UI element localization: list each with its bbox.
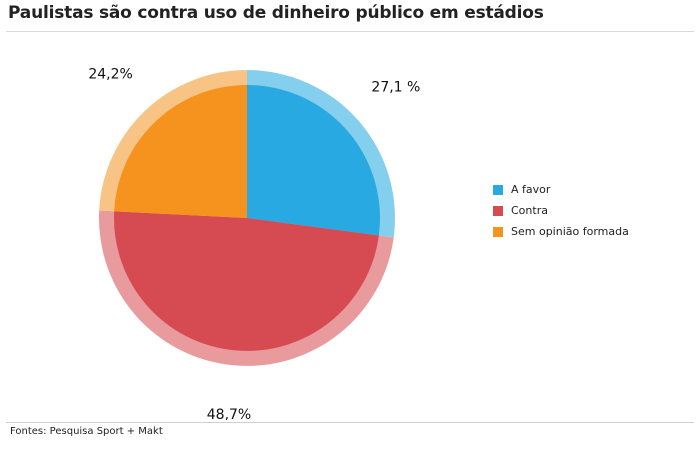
data-label-sem-opiniao: 24,2% bbox=[88, 67, 132, 83]
legend-swatch-a-favor bbox=[493, 184, 503, 195]
pie-slice-sem-opiniao bbox=[114, 85, 247, 218]
title-divider bbox=[6, 31, 694, 32]
legend-swatch-contra bbox=[493, 205, 503, 216]
legend-item-a-favor: A favor bbox=[493, 179, 629, 200]
chart-title: Paulistas são contra uso de dinheiro púb… bbox=[8, 3, 544, 23]
legend-label-sem-opiniao: Sem opinião formada bbox=[511, 225, 629, 238]
pie-slices bbox=[114, 85, 380, 351]
legend-label-a-favor: A favor bbox=[511, 183, 551, 196]
legend-item-sem-opiniao: Sem opinião formada bbox=[493, 221, 629, 242]
legend: A favor Contra Sem opinião formada bbox=[493, 179, 629, 242]
data-label-a-favor: 27,1 % bbox=[371, 80, 420, 96]
legend-item-contra: Contra bbox=[493, 200, 629, 221]
legend-swatch-sem-opiniao bbox=[493, 226, 503, 237]
pie-chart: 27,1 % 48,7% 24,2% bbox=[88, 67, 420, 421]
footer-divider bbox=[6, 422, 694, 423]
data-label-contra: 48,7% bbox=[207, 407, 251, 420]
pie-slice-contra bbox=[114, 211, 379, 351]
pie-data-labels: 27,1 % 48,7% 24,2% bbox=[88, 67, 420, 421]
legend-label-contra: Contra bbox=[511, 204, 548, 217]
pie-slice-a-favor bbox=[247, 85, 380, 236]
source-note: Fontes: Pesquisa Sport + Makt bbox=[10, 426, 163, 437]
